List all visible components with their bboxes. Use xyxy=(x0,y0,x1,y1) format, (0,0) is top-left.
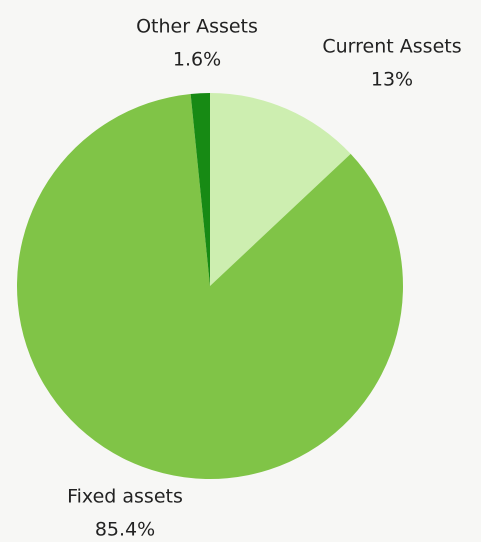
slice-value-label: 85.4% xyxy=(95,519,155,541)
slice-label: Current Assets xyxy=(322,36,461,58)
pie-slice xyxy=(210,93,351,286)
slice-value-label: 13% xyxy=(371,69,413,91)
slice-value-label: 1.6% xyxy=(173,49,221,71)
pie-slice xyxy=(190,93,210,286)
pie-slice xyxy=(16,93,404,479)
slice-label: Other Assets xyxy=(136,16,258,38)
slice-label: Fixed assets xyxy=(67,486,183,508)
